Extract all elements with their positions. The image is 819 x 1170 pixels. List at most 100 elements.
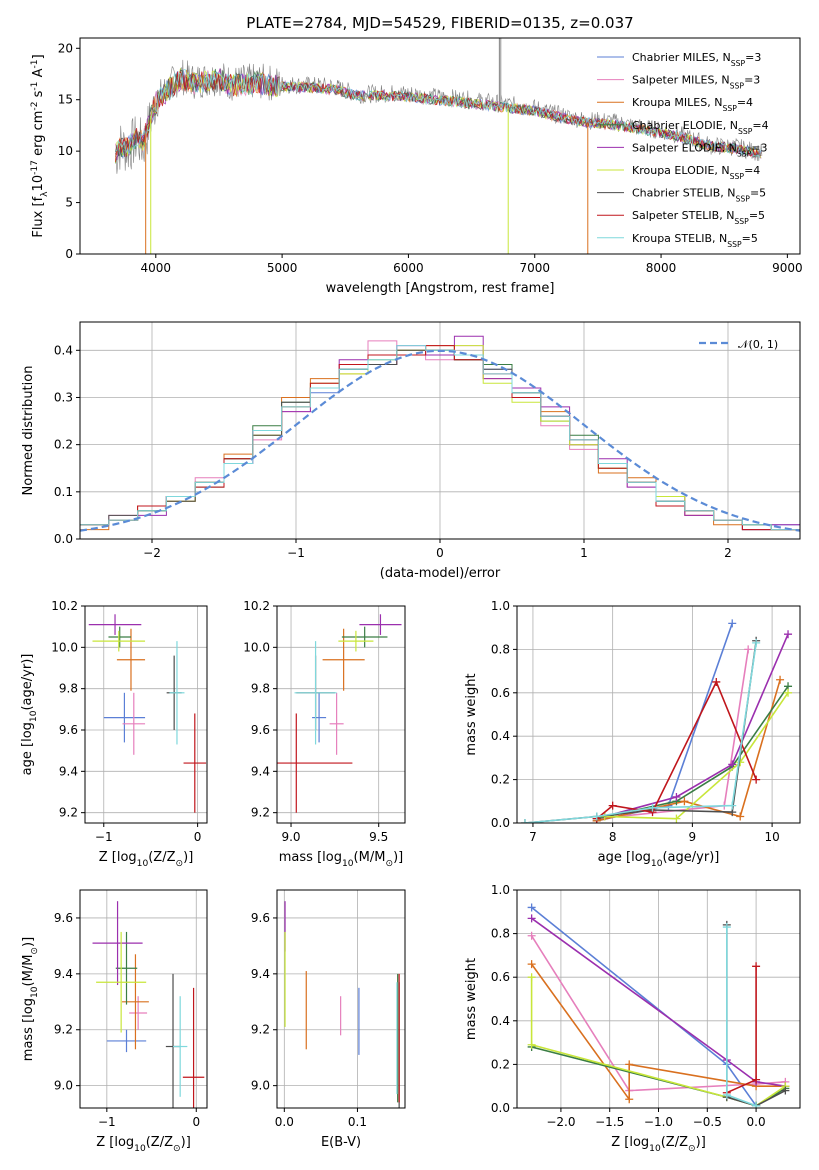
mass-weight-marker (625, 1095, 634, 1104)
x-tick-label: −1 (287, 546, 305, 560)
mass-weight-marker (648, 803, 657, 812)
x-tick-label: −1 (95, 830, 113, 844)
errorbar-point (108, 626, 131, 648)
panel-weight_vs_Z: −2.0 −1.5 −1.0 −0.5 0.0 0.0 0.2 0.4 0.6 0.8 1.0 Z [… (464, 883, 801, 1154)
mass-weight-marker (784, 630, 793, 639)
y-tick-label: 0.6 (491, 686, 510, 700)
y-tick-label: 15 (58, 93, 73, 107)
y-tick-label: 0.4 (491, 729, 510, 743)
x-tick-label: 9.0 (281, 830, 300, 844)
x-axis-label: wavelength [Angstrom, rest frame] (326, 281, 555, 296)
x-tick-label: 0.1 (348, 1115, 367, 1129)
panel-age_vs_mass: 9.0 9.5 9.2 9.4 9.6 9.8 10.0 10.2 mass [log10(M/… (243, 599, 406, 869)
y-tick-label: 10 (58, 144, 73, 158)
plot-area-mass_vs_EBV (284, 901, 400, 1108)
x-tick-label: 4000 (141, 261, 172, 275)
legend-label: Chabrier STELIB, NSSP=5 (632, 187, 766, 204)
errorbar-point (116, 628, 146, 691)
mass-weight-marker (736, 812, 745, 821)
x-tick-label: 5000 (267, 261, 298, 275)
x-tick-label: 9000 (772, 261, 803, 275)
y-tick-label: 5 (65, 196, 73, 210)
mass-weight-marker (527, 914, 536, 923)
errorbar-point (294, 641, 337, 745)
plot-area-residuals (80, 335, 800, 539)
errorbar-point (103, 692, 146, 743)
x-axis-label: age [log10(age/yr)] (598, 850, 720, 869)
y-tick-label: 9.2 (59, 806, 78, 820)
y-tick-label: 9.6 (59, 723, 78, 737)
y-tick-label: 10.2 (51, 599, 78, 613)
plot-area-mass_vs_Z (92, 901, 205, 1108)
x-axis-label: E(B-V) (321, 1135, 361, 1150)
x-tick-label: −1.0 (644, 1115, 673, 1129)
errorbar-point (115, 931, 138, 1005)
mass-weight-marker (728, 760, 737, 769)
y-tick-label: 9.0 (251, 1079, 270, 1093)
y-tick-label: 9.4 (54, 967, 73, 981)
errorbar-point (182, 987, 205, 1108)
y-tick-label: 0.2 (54, 438, 73, 452)
y-tick-label: 0.2 (491, 1057, 510, 1071)
mass-weight-marker (625, 1060, 634, 1069)
mass-weight-marker (744, 645, 753, 654)
x-tick-label: 2 (724, 546, 732, 560)
y-tick-label: 20 (58, 41, 73, 55)
mass-weight-marker (520, 819, 529, 823)
panel-weight_vs_age: 7 8 9 10 0.0 0.2 0.4 0.6 0.8 1.0 age [log10(age/yr… (464, 599, 801, 869)
model-spectrum-line (115, 69, 762, 159)
y-tick-label: 0.0 (54, 532, 73, 546)
plot-area-weight_vs_Z (527, 903, 790, 1108)
y-tick-label: 9.2 (251, 1023, 270, 1037)
x-tick-label: −2 (143, 546, 161, 560)
y-tick-label: 9.4 (251, 967, 270, 981)
mass-weight-marker (527, 931, 536, 940)
axes-frame (79, 321, 801, 540)
mass-weight-marker (784, 688, 793, 697)
errorbar-point (169, 641, 185, 745)
y-tick-label: 0.6 (491, 970, 510, 984)
y-tick-label: 9.8 (59, 682, 78, 696)
x-tick-label: 10 (764, 830, 779, 844)
y-tick-label: 9.2 (251, 806, 270, 820)
errorbar-point (106, 1029, 147, 1053)
errorbar-point (92, 901, 143, 986)
y-tick-label: 0.0 (491, 816, 510, 830)
legend-label: Chabrier MILES, NSSP=3 (632, 51, 761, 68)
mass-weight-marker (592, 812, 601, 821)
y-tick-label: 1.0 (491, 599, 510, 613)
y-tick-label: 9.6 (251, 723, 270, 737)
mass-weight-marker (680, 797, 689, 806)
y-tick-label: 0.8 (491, 927, 510, 941)
panel-mass_vs_Z: −1 0 9.0 9.2 9.4 9.6 Z [log10(Z/Z⊙)] mass [log1… (21, 889, 208, 1154)
errorbar-point (277, 713, 353, 813)
errorbar-point (312, 692, 327, 743)
x-tick-label: −1 (98, 1115, 116, 1129)
errorbar-point (322, 628, 365, 691)
y-tick-label: 0.0 (491, 1101, 510, 1115)
y-tick-label: 9.6 (251, 911, 270, 925)
y-tick-label: 10.2 (243, 599, 270, 613)
legend-label: Chabrier ELODIE, NSSP=4 (632, 119, 769, 136)
errorbar-point (359, 614, 402, 635)
x-tick-label: −1.5 (595, 1115, 624, 1129)
x-tick-label: 0 (436, 546, 444, 560)
y-tick-label: 9.4 (251, 764, 270, 778)
errorbar-point (183, 713, 207, 813)
legend: Chabrier MILES, NSSP=3 Salpeter MILES, NS… (597, 51, 769, 248)
panel-spectrum: 4000 5000 6000 7000 8000 9000 0 5 10 15 20 waveleng… (30, 37, 803, 296)
mass-weight-marker (672, 792, 681, 801)
mass-weight-marker (608, 801, 617, 810)
y-tick-label: 9.4 (59, 764, 78, 778)
errorbar-point (92, 630, 146, 652)
panel-mass_vs_EBV: 0.0 0.1 9.0 9.2 9.4 9.6 E(B-V) (251, 889, 406, 1150)
legend-label: 𝒩(0, 1) (738, 338, 778, 351)
chart-title: PLATE=2784, MJD=54529, FIBERID=0135, z=0… (246, 14, 633, 32)
mass-weight-marker (527, 1040, 536, 1049)
mass-weight-line (531, 917, 786, 1087)
mass-weight-line (726, 966, 757, 1094)
y-axis-label: Flux [fλ10-17 erg cm-2 s-1 A-1] (30, 54, 50, 237)
mass-weight-line (604, 692, 789, 820)
legend-label: Kroupa ELODIE, NSSP=4 (632, 164, 760, 181)
mass-weight-marker (752, 1075, 761, 1084)
